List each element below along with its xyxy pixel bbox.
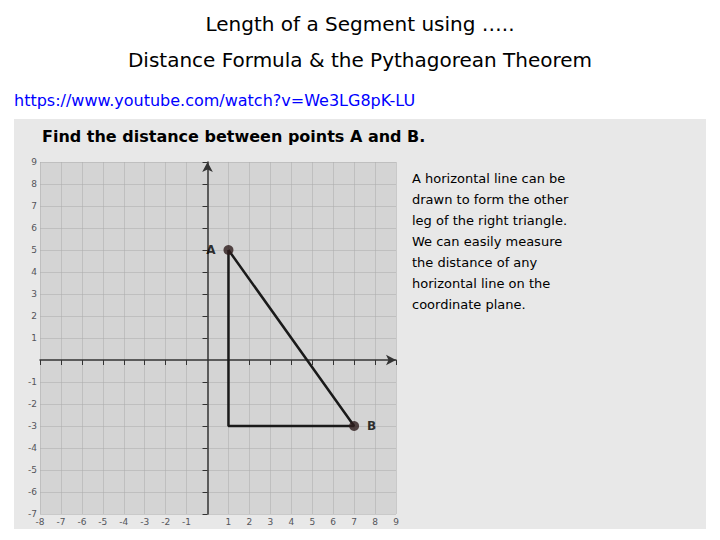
svg-text:3: 3 (31, 289, 37, 299)
svg-text:7: 7 (351, 517, 357, 527)
svg-text:6: 6 (330, 517, 336, 527)
svg-text:-8: -8 (36, 517, 45, 527)
svg-text:Distance Formula & the Pythago: Distance Formula & the Pythagorean Theor… (128, 48, 592, 72)
svg-text:-7: -7 (56, 517, 65, 527)
svg-text:We can easily measure: We can easily measure (412, 234, 562, 249)
svg-text:-4: -4 (28, 443, 37, 453)
svg-text:-3: -3 (140, 517, 149, 527)
svg-text:https://www.youtube.com/watch?: https://www.youtube.com/watch?v=We3LG8pK… (14, 91, 415, 110)
svg-text:Find the distance between poin: Find the distance between points A and B… (42, 127, 425, 146)
svg-text:coordinate plane.: coordinate plane. (412, 297, 526, 312)
svg-text:3: 3 (267, 517, 273, 527)
svg-text:4: 4 (288, 517, 294, 527)
svg-text:1: 1 (226, 517, 232, 527)
svg-text:Length of a Segment using …..: Length of a Segment using ….. (205, 12, 514, 36)
svg-text:A horizontal line can be: A horizontal line can be (412, 171, 565, 186)
svg-text:5: 5 (309, 517, 315, 527)
svg-text:-6: -6 (28, 487, 37, 497)
svg-text:9: 9 (31, 157, 37, 167)
svg-text:4: 4 (31, 267, 37, 277)
svg-text:-2: -2 (28, 399, 37, 409)
svg-text:-2: -2 (161, 517, 170, 527)
svg-text:-7: -7 (28, 509, 37, 519)
svg-text:-6: -6 (77, 517, 86, 527)
svg-text:-1: -1 (182, 517, 191, 527)
svg-text:the distance of any: the distance of any (412, 255, 538, 270)
svg-text:5: 5 (31, 245, 37, 255)
svg-text:-3: -3 (28, 421, 37, 431)
svg-text:2: 2 (247, 517, 253, 527)
svg-text:1: 1 (31, 333, 37, 343)
svg-text:6: 6 (31, 223, 37, 233)
svg-text:horizontal line on the: horizontal line on the (412, 276, 550, 291)
svg-text:8: 8 (372, 517, 378, 527)
svg-text:drawn to form the other: drawn to form the other (412, 192, 569, 207)
svg-text:-4: -4 (119, 517, 128, 527)
svg-text:B: B (367, 419, 376, 433)
svg-text:7: 7 (31, 201, 37, 211)
svg-text:leg of the right triangle.: leg of the right triangle. (412, 213, 567, 228)
svg-text:-1: -1 (28, 377, 37, 387)
svg-text:-5: -5 (98, 517, 107, 527)
svg-text:A: A (206, 243, 216, 257)
svg-text:9: 9 (393, 517, 399, 527)
svg-text:-5: -5 (28, 465, 37, 475)
svg-text:8: 8 (31, 179, 37, 189)
svg-text:2: 2 (31, 311, 37, 321)
